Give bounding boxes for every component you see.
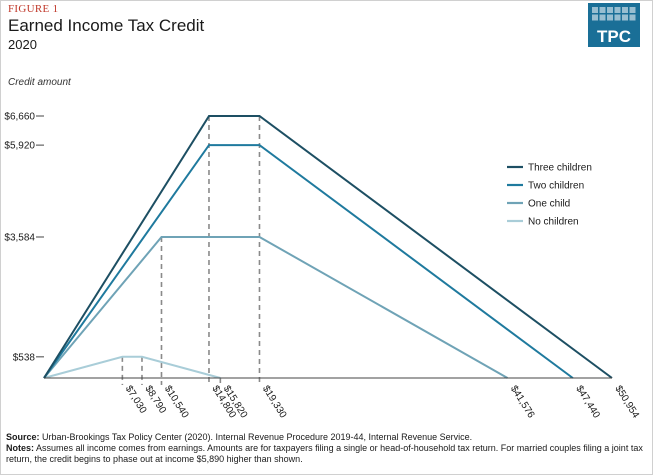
series-line-three-children [43, 115, 613, 379]
x-tick-label-10540: $10,540 [162, 384, 191, 421]
notes-line: Notes: Assumes all income comes from ear… [6, 443, 646, 465]
x-tick-label-50954: $50,954 [612, 384, 641, 421]
footer: Source: Urban-Brookings Tax Policy Cente… [6, 432, 646, 465]
series-lines [43, 115, 613, 379]
notes-text: Assumes all income comes from earnings. … [6, 443, 643, 464]
source-line: Source: Urban-Brookings Tax Policy Cente… [6, 432, 646, 443]
x-axis-ticks: $7,030$8,790$10,540 $14,800$15,820 $19,330… [123, 384, 641, 421]
logo-text: TPC [597, 27, 631, 46]
notes-label: Notes: [6, 443, 35, 453]
legend-label-one-child: One child [528, 199, 570, 210]
eitc-line-chart: $538 $3,584 $5,920 $6,660 $7,030$8,790$10,5… [4, 112, 641, 421]
series-line-one-child [43, 236, 508, 379]
y-tick-label-5920: $5,920 [4, 141, 35, 152]
legend: Three children Two children One child No ch… [507, 163, 592, 228]
y-axis-ticks: $538 $3,584 $5,920 $6,660 [4, 112, 44, 363]
series-line-two-children [43, 144, 574, 379]
legend-label-no-children: No children [528, 217, 579, 228]
x-tick-label-47440: $47,440 [573, 384, 602, 421]
tpc-logo: TPC [588, 3, 640, 47]
y-axis-label: Credit amount [8, 77, 71, 88]
legend-label-three-children: Three children [528, 163, 592, 174]
y-tick-label-3584: $3,584 [4, 233, 35, 244]
legend-label-two-children: Two children [528, 181, 584, 192]
source-label: Source: [6, 432, 40, 442]
figure-label: FIGURE 1 [8, 3, 59, 15]
x-tick-label-19330: $19,330 [260, 384, 289, 421]
x-tick-label-41576: $41,576 [508, 384, 537, 421]
guide-lines [121, 116, 261, 385]
y-tick-label-538: $538 [13, 352, 36, 363]
chart-title: Earned Income Tax Credit [8, 16, 205, 35]
chart-subtitle: 2020 [8, 37, 37, 52]
y-tick-label-6660: $6,660 [4, 112, 35, 123]
source-text: Urban-Brookings Tax Policy Center (2020)… [42, 432, 473, 442]
series-line-no-children [43, 355, 221, 379]
